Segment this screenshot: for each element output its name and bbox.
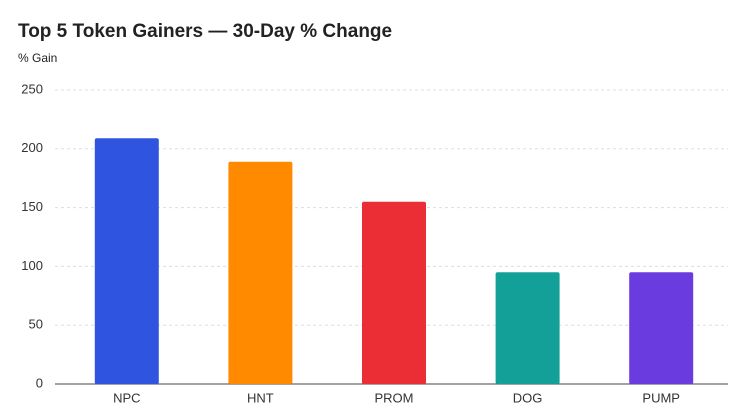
x-tick-label: DOG (513, 390, 543, 405)
bar (94, 138, 159, 384)
x-tick-label: PUMP (642, 390, 680, 405)
bar (495, 272, 560, 384)
y-tick-label: 50 (29, 317, 43, 332)
bar (228, 161, 293, 384)
y-tick-label: 100 (21, 258, 43, 273)
y-axis-label: % Gain (18, 51, 57, 65)
x-tick-label: HNT (247, 390, 274, 405)
x-tick-label: PROM (375, 390, 414, 405)
y-tick-label: 250 (21, 81, 43, 96)
bar (629, 272, 694, 384)
y-tick-label: 200 (21, 140, 43, 155)
y-tick-label: 150 (21, 199, 43, 214)
bar (362, 201, 426, 384)
x-tick-label: NPC (113, 390, 140, 405)
chart-title: Top 5 Token Gainers — 30-Day % Change (18, 21, 392, 42)
y-tick-label: 0 (36, 375, 43, 390)
